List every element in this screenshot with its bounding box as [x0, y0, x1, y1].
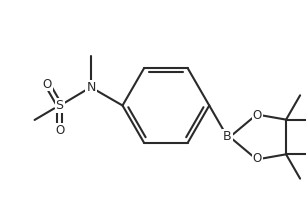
Text: O: O — [253, 109, 262, 122]
Text: O: O — [253, 152, 262, 165]
Text: B: B — [223, 130, 232, 143]
Text: S: S — [56, 99, 64, 112]
Text: O: O — [55, 124, 64, 137]
Text: N: N — [86, 81, 96, 94]
Text: O: O — [43, 77, 52, 91]
